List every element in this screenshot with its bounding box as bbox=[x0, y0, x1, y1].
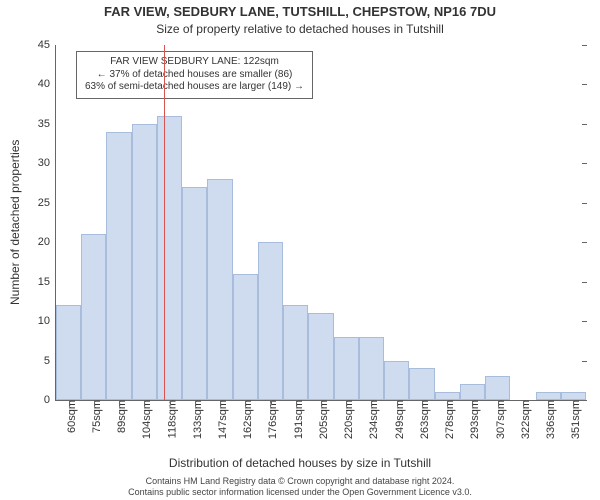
histogram-bar bbox=[334, 337, 359, 400]
y-tick-mark bbox=[582, 203, 587, 204]
x-tick-label: 249sqm bbox=[388, 400, 406, 439]
x-tick-label: 191sqm bbox=[287, 400, 305, 439]
x-tick-mark bbox=[548, 400, 549, 405]
x-tick-label: 336sqm bbox=[539, 400, 557, 439]
x-tick-label: 162sqm bbox=[236, 400, 254, 439]
y-tick-mark bbox=[582, 45, 587, 46]
y-tick-label: 35 bbox=[38, 118, 56, 130]
x-tick-label: 147sqm bbox=[211, 400, 229, 439]
x-tick-mark bbox=[170, 400, 171, 405]
x-tick-label: 220sqm bbox=[337, 400, 355, 439]
y-tick-label: 5 bbox=[44, 355, 56, 367]
x-tick-mark bbox=[397, 400, 398, 405]
x-tick-mark bbox=[94, 400, 95, 405]
x-tick-mark bbox=[245, 400, 246, 405]
chart-title-sub: Size of property relative to detached ho… bbox=[0, 22, 600, 36]
x-tick-mark bbox=[447, 400, 448, 405]
histogram-bar bbox=[283, 305, 308, 400]
histogram-bar bbox=[157, 116, 182, 400]
histogram-bar bbox=[359, 337, 384, 400]
y-tick-label: 30 bbox=[38, 157, 56, 169]
footer-line-1: Contains HM Land Registry data © Crown c… bbox=[0, 476, 600, 487]
histogram-bar bbox=[409, 368, 434, 400]
chart-title-main: FAR VIEW, SEDBURY LANE, TUTSHILL, CHEPST… bbox=[0, 4, 600, 19]
histogram-bar bbox=[460, 384, 485, 400]
y-tick-mark bbox=[582, 361, 587, 362]
y-tick-label: 10 bbox=[38, 315, 56, 327]
x-tick-label: 351sqm bbox=[564, 400, 582, 439]
x-tick-mark bbox=[371, 400, 372, 405]
x-tick-mark bbox=[69, 400, 70, 405]
x-tick-mark bbox=[523, 400, 524, 405]
x-tick-mark bbox=[296, 400, 297, 405]
x-tick-label: 322sqm bbox=[514, 400, 532, 439]
histogram-bar bbox=[384, 361, 409, 400]
y-tick-mark bbox=[582, 163, 587, 164]
y-tick-mark bbox=[582, 84, 587, 85]
annotation-box: FAR VIEW SEDBURY LANE: 122sqm ← 37% of d… bbox=[76, 51, 313, 99]
y-axis-label: Number of detached properties bbox=[8, 140, 22, 305]
histogram-bar bbox=[561, 392, 586, 400]
y-tick-label: 25 bbox=[38, 197, 56, 209]
x-tick-mark bbox=[321, 400, 322, 405]
x-axis-label: Distribution of detached houses by size … bbox=[0, 456, 600, 470]
y-tick-label: 20 bbox=[38, 236, 56, 248]
histogram-bar bbox=[132, 124, 157, 400]
y-tick-mark bbox=[582, 400, 587, 401]
footer-line-2: Contains public sector information licen… bbox=[0, 487, 600, 498]
x-tick-label: 307sqm bbox=[489, 400, 507, 439]
x-tick-label: 278sqm bbox=[438, 400, 456, 439]
y-tick-label: 40 bbox=[38, 78, 56, 90]
x-tick-mark bbox=[271, 400, 272, 405]
annotation-line-3: 63% of semi-detached houses are larger (… bbox=[85, 81, 304, 94]
y-tick-mark bbox=[582, 321, 587, 322]
histogram-bar bbox=[258, 242, 283, 400]
histogram-bar bbox=[536, 392, 561, 400]
x-tick-mark bbox=[573, 400, 574, 405]
x-tick-mark bbox=[472, 400, 473, 405]
chart-plot-area: FAR VIEW SEDBURY LANE: 122sqm ← 37% of d… bbox=[55, 45, 586, 401]
x-tick-mark bbox=[498, 400, 499, 405]
histogram-bar bbox=[182, 187, 207, 400]
x-tick-mark bbox=[220, 400, 221, 405]
x-tick-label: 133sqm bbox=[186, 400, 204, 439]
x-tick-label: 104sqm bbox=[135, 400, 153, 439]
histogram-bar bbox=[207, 179, 232, 400]
histogram-bar bbox=[81, 234, 106, 400]
x-tick-label: 234sqm bbox=[362, 400, 380, 439]
histogram-bar bbox=[485, 376, 510, 400]
y-tick-label: 45 bbox=[38, 39, 56, 51]
x-tick-label: 118sqm bbox=[161, 400, 179, 438]
histogram-bar bbox=[106, 132, 131, 400]
x-tick-mark bbox=[195, 400, 196, 405]
histogram-bar bbox=[233, 274, 258, 400]
x-tick-label: 176sqm bbox=[262, 400, 280, 439]
x-tick-label: 263sqm bbox=[413, 400, 431, 439]
y-tick-mark bbox=[582, 242, 587, 243]
annotation-line-2: ← 37% of detached houses are smaller (86… bbox=[85, 69, 304, 82]
y-tick-label: 15 bbox=[38, 276, 56, 288]
x-tick-mark bbox=[144, 400, 145, 405]
x-tick-mark bbox=[422, 400, 423, 405]
histogram-bar bbox=[435, 392, 460, 400]
histogram-bar bbox=[308, 313, 333, 400]
footer-attribution: Contains HM Land Registry data © Crown c… bbox=[0, 476, 600, 498]
histogram-bar bbox=[56, 305, 81, 400]
y-tick-label: 0 bbox=[44, 394, 56, 406]
annotation-line-1: FAR VIEW SEDBURY LANE: 122sqm bbox=[85, 56, 304, 69]
y-tick-mark bbox=[582, 124, 587, 125]
x-tick-mark bbox=[346, 400, 347, 405]
x-tick-label: 205sqm bbox=[312, 400, 330, 439]
y-tick-mark bbox=[582, 282, 587, 283]
x-tick-label: 293sqm bbox=[463, 400, 481, 439]
property-marker-line bbox=[164, 45, 165, 400]
x-tick-mark bbox=[119, 400, 120, 405]
